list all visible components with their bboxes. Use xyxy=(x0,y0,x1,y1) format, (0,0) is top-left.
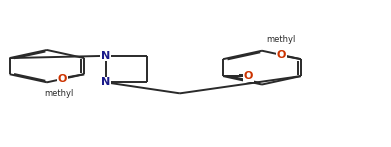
Text: N: N xyxy=(101,77,110,87)
Text: methyl: methyl xyxy=(267,35,296,45)
Text: methyl: methyl xyxy=(44,89,74,98)
Text: O: O xyxy=(244,71,253,81)
Text: O: O xyxy=(277,50,286,60)
Text: O: O xyxy=(58,74,67,84)
Text: N: N xyxy=(101,51,110,61)
